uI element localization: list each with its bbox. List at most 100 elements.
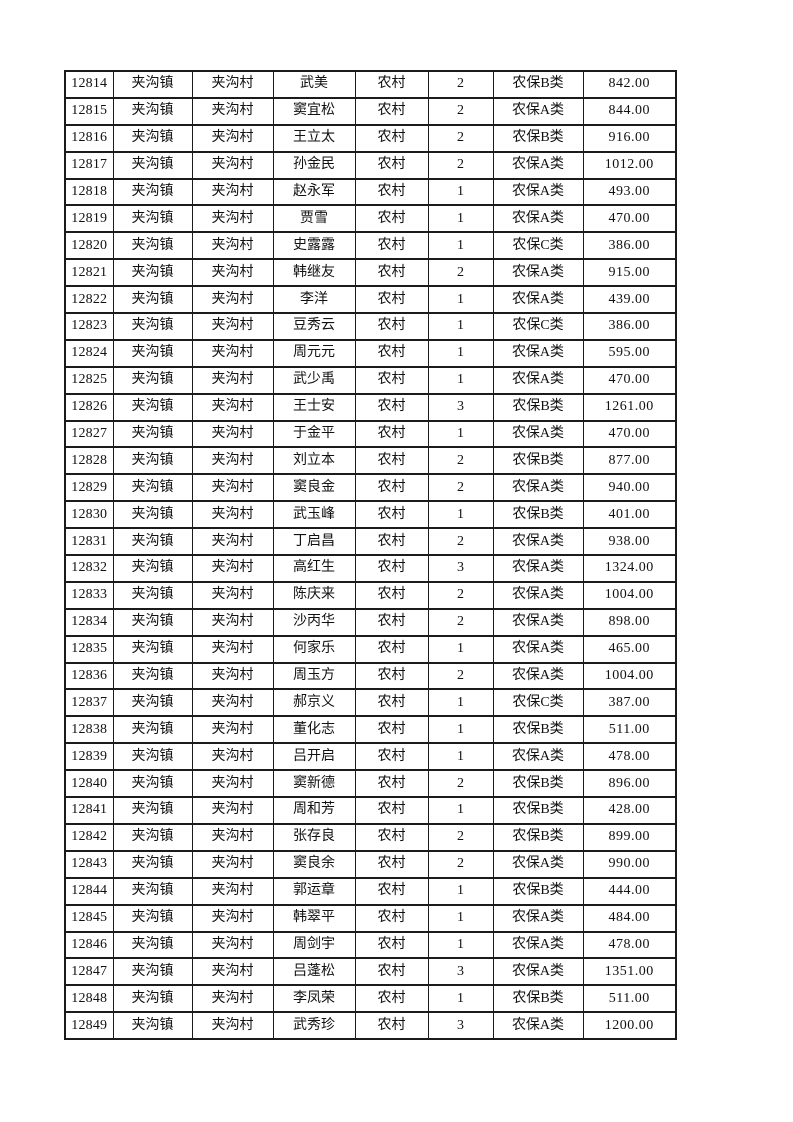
cell-village: 夹沟村 <box>191 715 274 745</box>
cell-category: 农保B类 <box>492 715 584 745</box>
cell-residence: 农村 <box>354 365 429 395</box>
cell-town: 夹沟镇 <box>112 473 193 503</box>
cell-amount: 916.00 <box>582 123 677 153</box>
cell-residence: 农村 <box>354 527 429 557</box>
cell-town: 夹沟镇 <box>112 150 193 180</box>
cell-id: 12838 <box>64 715 114 745</box>
cell-residence: 农村 <box>354 473 429 503</box>
cell-amount: 511.00 <box>582 715 677 745</box>
cell-name: 豆秀云 <box>272 312 356 341</box>
cell-id: 12827 <box>64 419 114 449</box>
cell-count: 1 <box>427 930 494 960</box>
cell-residence: 农村 <box>354 231 429 261</box>
cell-count: 2 <box>427 580 494 610</box>
cell-count: 1 <box>427 742 494 772</box>
cell-residence: 农村 <box>354 580 429 610</box>
cell-count: 1 <box>427 715 494 745</box>
cell-town: 夹沟镇 <box>112 500 193 530</box>
cell-amount: 439.00 <box>582 285 677 315</box>
cell-amount: 470.00 <box>582 365 677 395</box>
cell-id: 12846 <box>64 930 114 960</box>
cell-town: 夹沟镇 <box>112 338 193 368</box>
cell-count: 1 <box>427 688 494 718</box>
table-row: 12846 夹沟镇 夹沟村 周剑宇 农村 1 农保A类 478.00 <box>64 930 677 960</box>
table-row: 12825 夹沟镇 夹沟村 武少禹 农村 1 农保A类 470.00 <box>64 365 677 395</box>
table-row: 12842 夹沟镇 夹沟村 张存良 农村 2 农保B类 899.00 <box>64 822 677 852</box>
table-row: 12814 夹沟镇 夹沟村 武美 农村 2 农保B类 842.00 <box>64 70 677 99</box>
cell-id: 12819 <box>64 204 114 234</box>
cell-town: 夹沟镇 <box>112 96 193 126</box>
cell-village: 夹沟村 <box>191 957 274 987</box>
cell-residence: 农村 <box>354 607 429 637</box>
cell-id: 12836 <box>64 661 114 691</box>
table-row: 12837 夹沟镇 夹沟村 郝京义 农村 1 农保C类 387.00 <box>64 688 677 718</box>
cell-town: 夹沟镇 <box>112 204 193 234</box>
cell-count: 1 <box>427 903 494 933</box>
cell-village: 夹沟村 <box>191 661 274 691</box>
cell-amount: 898.00 <box>582 607 677 637</box>
table-row: 12831 夹沟镇 夹沟村 丁启昌 农村 2 农保A类 938.00 <box>64 527 677 557</box>
cell-id: 12834 <box>64 607 114 637</box>
cell-count: 2 <box>427 822 494 852</box>
cell-residence: 农村 <box>354 123 429 153</box>
cell-count: 2 <box>427 123 494 153</box>
cell-amount: 428.00 <box>582 796 677 825</box>
cell-town: 夹沟镇 <box>112 742 193 772</box>
cell-town: 夹沟镇 <box>112 769 193 799</box>
cell-count: 2 <box>427 446 494 476</box>
cell-count: 1 <box>427 338 494 368</box>
cell-town: 夹沟镇 <box>112 392 193 422</box>
cell-category: 农保A类 <box>492 527 584 557</box>
cell-village: 夹沟村 <box>191 1011 274 1041</box>
cell-village: 夹沟村 <box>191 365 274 395</box>
cell-residence: 农村 <box>354 957 429 987</box>
cell-id: 12844 <box>64 876 114 906</box>
cell-name: 贾雪 <box>272 204 356 234</box>
cell-name: 韩翠平 <box>272 903 356 933</box>
cell-id: 12824 <box>64 338 114 368</box>
cell-name: 武少禹 <box>272 365 356 395</box>
cell-id: 12847 <box>64 957 114 987</box>
cell-village: 夹沟村 <box>191 204 274 234</box>
cell-id: 12829 <box>64 473 114 503</box>
cell-amount: 990.00 <box>582 849 677 879</box>
cell-amount: 938.00 <box>582 527 677 557</box>
table-row: 12821 夹沟镇 夹沟村 韩继友 农村 2 农保A类 915.00 <box>64 258 677 288</box>
cell-amount: 595.00 <box>582 338 677 368</box>
cell-id: 12816 <box>64 123 114 153</box>
cell-town: 夹沟镇 <box>112 930 193 960</box>
cell-residence: 农村 <box>354 177 429 207</box>
table-row: 12833 夹沟镇 夹沟村 陈庆来 农村 2 农保A类 1004.00 <box>64 580 677 610</box>
cell-name: 周元元 <box>272 338 356 368</box>
cell-town: 夹沟镇 <box>112 177 193 207</box>
cell-residence: 农村 <box>354 769 429 799</box>
cell-name: 陈庆来 <box>272 580 356 610</box>
table-row: 12839 夹沟镇 夹沟村 吕开启 农村 1 农保A类 478.00 <box>64 742 677 772</box>
cell-name: 武美 <box>272 70 356 99</box>
cell-village: 夹沟村 <box>191 554 274 583</box>
cell-residence: 农村 <box>354 688 429 718</box>
cell-village: 夹沟村 <box>191 258 274 288</box>
cell-town: 夹沟镇 <box>112 419 193 449</box>
table-row: 12822 夹沟镇 夹沟村 李洋 农村 1 农保A类 439.00 <box>64 285 677 315</box>
cell-category: 农保A类 <box>492 607 584 637</box>
cell-category: 农保A类 <box>492 365 584 395</box>
cell-id: 12818 <box>64 177 114 207</box>
cell-town: 夹沟镇 <box>112 70 193 99</box>
cell-category: 农保B类 <box>492 876 584 906</box>
cell-village: 夹沟村 <box>191 177 274 207</box>
cell-category: 农保A类 <box>492 204 584 234</box>
cell-residence: 农村 <box>354 96 429 126</box>
cell-count: 1 <box>427 204 494 234</box>
table-row: 12828 夹沟镇 夹沟村 刘立本 农村 2 农保B类 877.00 <box>64 446 677 476</box>
cell-count: 2 <box>427 607 494 637</box>
cell-count: 2 <box>427 661 494 691</box>
cell-amount: 1012.00 <box>582 150 677 180</box>
cell-amount: 386.00 <box>582 312 677 341</box>
cell-count: 1 <box>427 365 494 395</box>
cell-count: 1 <box>427 231 494 261</box>
records-table: 12814 夹沟镇 夹沟村 武美 农村 2 农保B类 842.00 12815 夹沟镇 夹沟村 窦宜松… <box>64 70 677 1041</box>
cell-village: 夹沟村 <box>191 285 274 315</box>
cell-count: 2 <box>427 150 494 180</box>
cell-category: 农保A类 <box>492 580 584 610</box>
